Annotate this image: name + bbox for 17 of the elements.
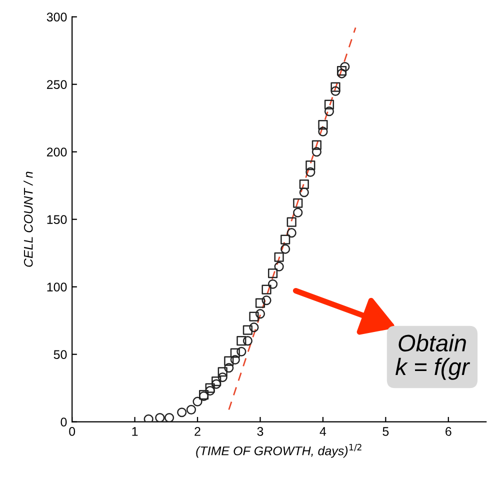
y-tick-label: 200 [46, 148, 67, 156]
y-tick-label: 150 [47, 215, 67, 224]
y-axis-title: CELL COUNT / n [24, 172, 33, 267]
x-tick-label: 2 [194, 427, 200, 436]
x-tick-label: 0 [69, 427, 76, 436]
annotation: Obtain k = f(gr [396, 334, 470, 380]
x-tick-label: 1 [132, 427, 138, 436]
x-tick-label: 6 [446, 427, 452, 436]
y-tick-label: 50 [54, 350, 67, 359]
y-tick-label: 300 [46, 12, 67, 22]
x-tick-label: 5 [382, 427, 389, 436]
y-tick-label: 250 [46, 80, 67, 89]
y-tick-label: 100 [47, 282, 67, 292]
x-axis-title: (TIME OF GROWTH, days)$^{1/2}$ [196, 444, 362, 458]
x-tick-label: 4 [320, 427, 326, 436]
y-tick-label: 0 [60, 418, 67, 426]
x-tick-label: 3 [257, 427, 264, 436]
